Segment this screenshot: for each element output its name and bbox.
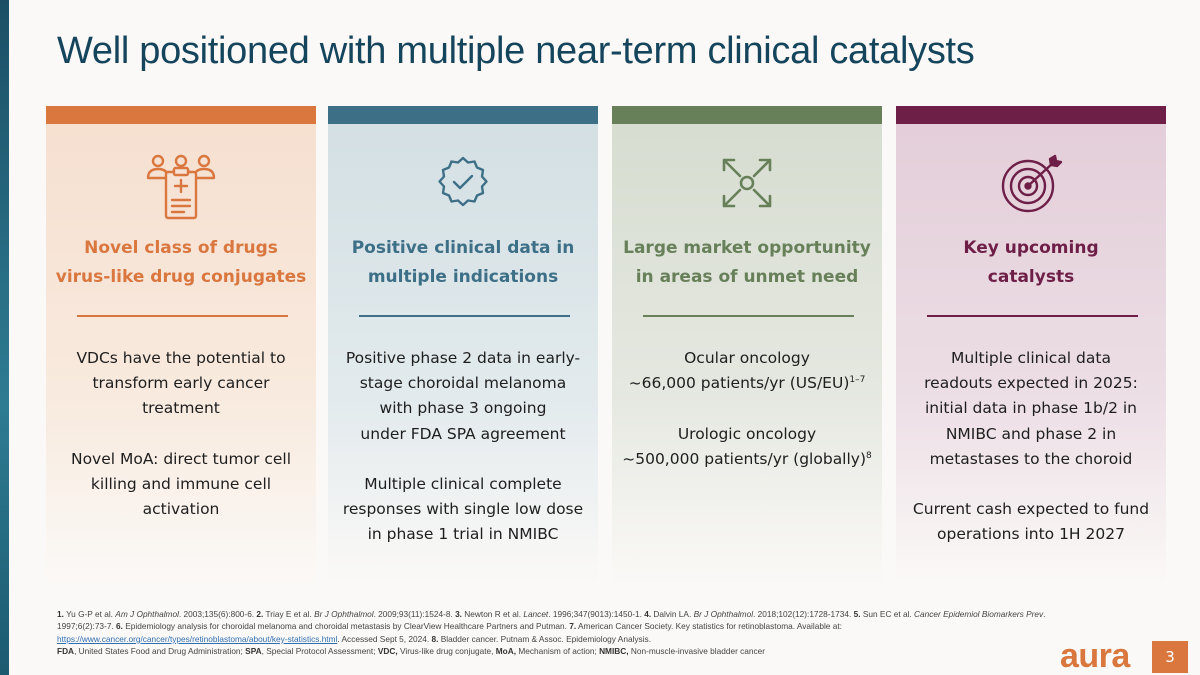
pillar-heading: Positive clinical data in multiple indic…: [351, 238, 575, 287]
pillar-color-bar: [328, 106, 598, 124]
page-number: 3: [1152, 641, 1188, 673]
pillar-heading: Novel class of drugs virus-like drug con…: [55, 238, 307, 287]
pillar-color-bar: [46, 106, 316, 124]
left-accent-bar: [0, 0, 9, 675]
divider: [77, 315, 288, 317]
abbreviations: FDA, United States Food and Drug Adminis…: [57, 646, 766, 657]
reference-link[interactable]: https://www.cancer.org/cancer/types/reti…: [57, 633, 338, 644]
footnotes: 1. Yu G-P et al. Am J Ophthalmol. 2003;1…: [57, 608, 1047, 658]
page-title: Well positioned with multiple near-term …: [57, 30, 975, 72]
pillar-color-bar: [612, 106, 882, 124]
pillar-market-opportunity: Large market opportunity in areas of unm…: [612, 106, 882, 586]
pillar-clinical-data: Positive clinical data in multiple indic…: [328, 106, 598, 586]
pillar-body: Multiple clinical data readouts expected…: [912, 349, 1150, 544]
pillar-heading: Key upcoming catalysts: [963, 238, 1099, 287]
references: 1. Yu G-P et al. Am J Ophthalmol. 2003;1…: [57, 609, 1046, 644]
pillar-color-bar: [896, 106, 1166, 124]
pillar-heading: Large market opportunity in areas of unm…: [623, 238, 871, 287]
divider: [359, 315, 570, 317]
badge-check-icon: [438, 156, 488, 207]
pillar-body: VDCs have the potential to transform ear…: [70, 349, 292, 519]
clinical-patients-clipboard-icon: [146, 154, 216, 220]
pillar-catalysts: Key upcoming catalysts Multiple clinical…: [896, 106, 1166, 586]
pillar-body: Ocular oncology ~66,000 patients/yr (US/…: [622, 349, 872, 468]
aura-logo: aura: [1060, 637, 1130, 675]
target-dart-icon: [1001, 154, 1063, 213]
divider: [643, 315, 854, 317]
pillar-novel-drugs: Novel class of drugs virus-like drug con…: [46, 106, 316, 586]
divider: [927, 315, 1138, 317]
pillar-body: Positive phase 2 data in early- stage ch…: [342, 349, 584, 544]
expand-arrows-icon: [722, 158, 772, 208]
